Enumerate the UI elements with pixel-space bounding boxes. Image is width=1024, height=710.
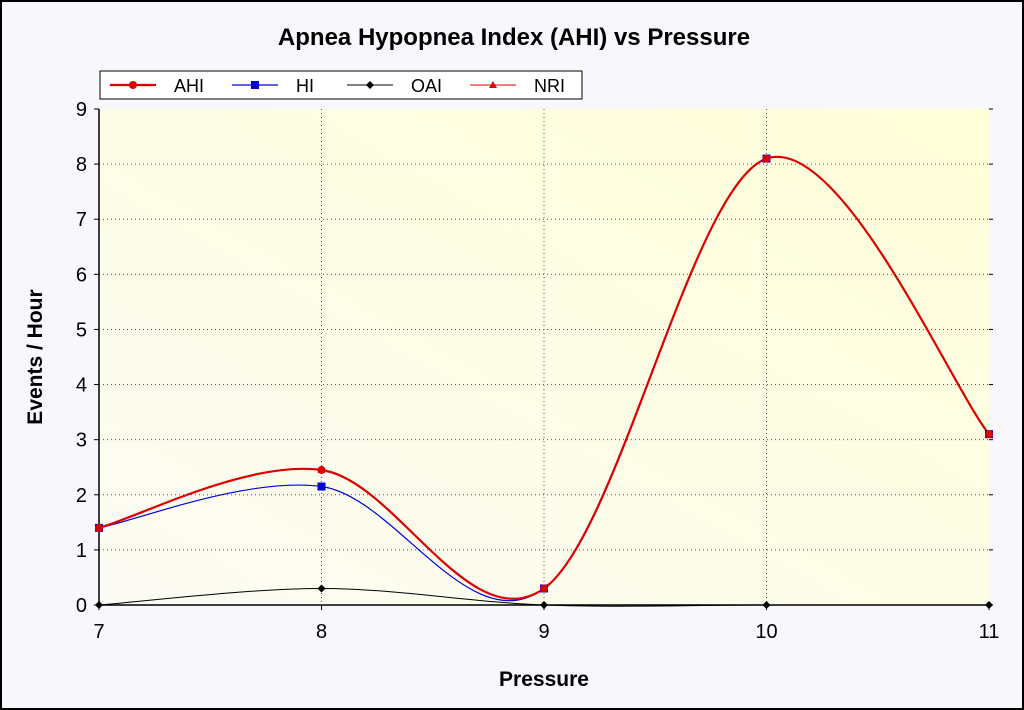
x-tick-label: 9 <box>538 621 549 643</box>
y-tick-label: 3 <box>76 430 87 452</box>
data-point-oai <box>985 601 993 609</box>
data-point-nri <box>985 430 993 438</box>
y-tick-label: 6 <box>76 264 87 286</box>
legend-label-ahi: AHI <box>174 76 204 96</box>
y-tick-label: 5 <box>76 319 87 341</box>
data-point-oai <box>540 601 548 609</box>
y-tick-label: 9 <box>76 99 87 121</box>
data-point-nri <box>317 465 326 473</box>
x-axis-label: Pressure <box>499 668 589 691</box>
legend-marker-hi <box>251 81 259 89</box>
y-tick-label: 0 <box>76 595 87 617</box>
data-point-oai <box>762 601 771 609</box>
data-point-nri <box>762 154 771 162</box>
y-tick-label: 4 <box>76 375 87 397</box>
y-tick-label: 2 <box>76 485 87 507</box>
data-point-oai <box>95 601 103 609</box>
x-tick-label: 10 <box>755 621 777 643</box>
y-tick-label: 8 <box>76 154 87 176</box>
legend-label-oai: OAI <box>411 76 442 96</box>
data-point-nri <box>540 584 548 592</box>
x-tick-label: 11 <box>979 621 1000 643</box>
legend-marker-nri <box>489 81 497 88</box>
y-axis-label: Events / Hour <box>24 289 47 424</box>
y-tick-label: 7 <box>76 209 87 231</box>
legend-marker-ahi <box>129 81 137 89</box>
series-line-nri <box>98 156 990 600</box>
y-tick-label: 1 <box>76 540 87 562</box>
x-tick-label: 7 <box>93 621 104 643</box>
data-point-hi <box>317 482 326 491</box>
legend: AHI HI OAI NRI <box>99 70 583 100</box>
x-tick-label: 8 <box>316 621 327 643</box>
data-point-nri <box>95 523 103 531</box>
legend-marker-oai <box>366 81 374 89</box>
legend-label-nri: NRI <box>534 76 565 96</box>
data-point-oai <box>317 584 326 593</box>
chart-title: Apnea Hypopnea Index (AHI) vs Pressure <box>278 24 750 51</box>
legend-label-hi: HI <box>296 76 314 96</box>
